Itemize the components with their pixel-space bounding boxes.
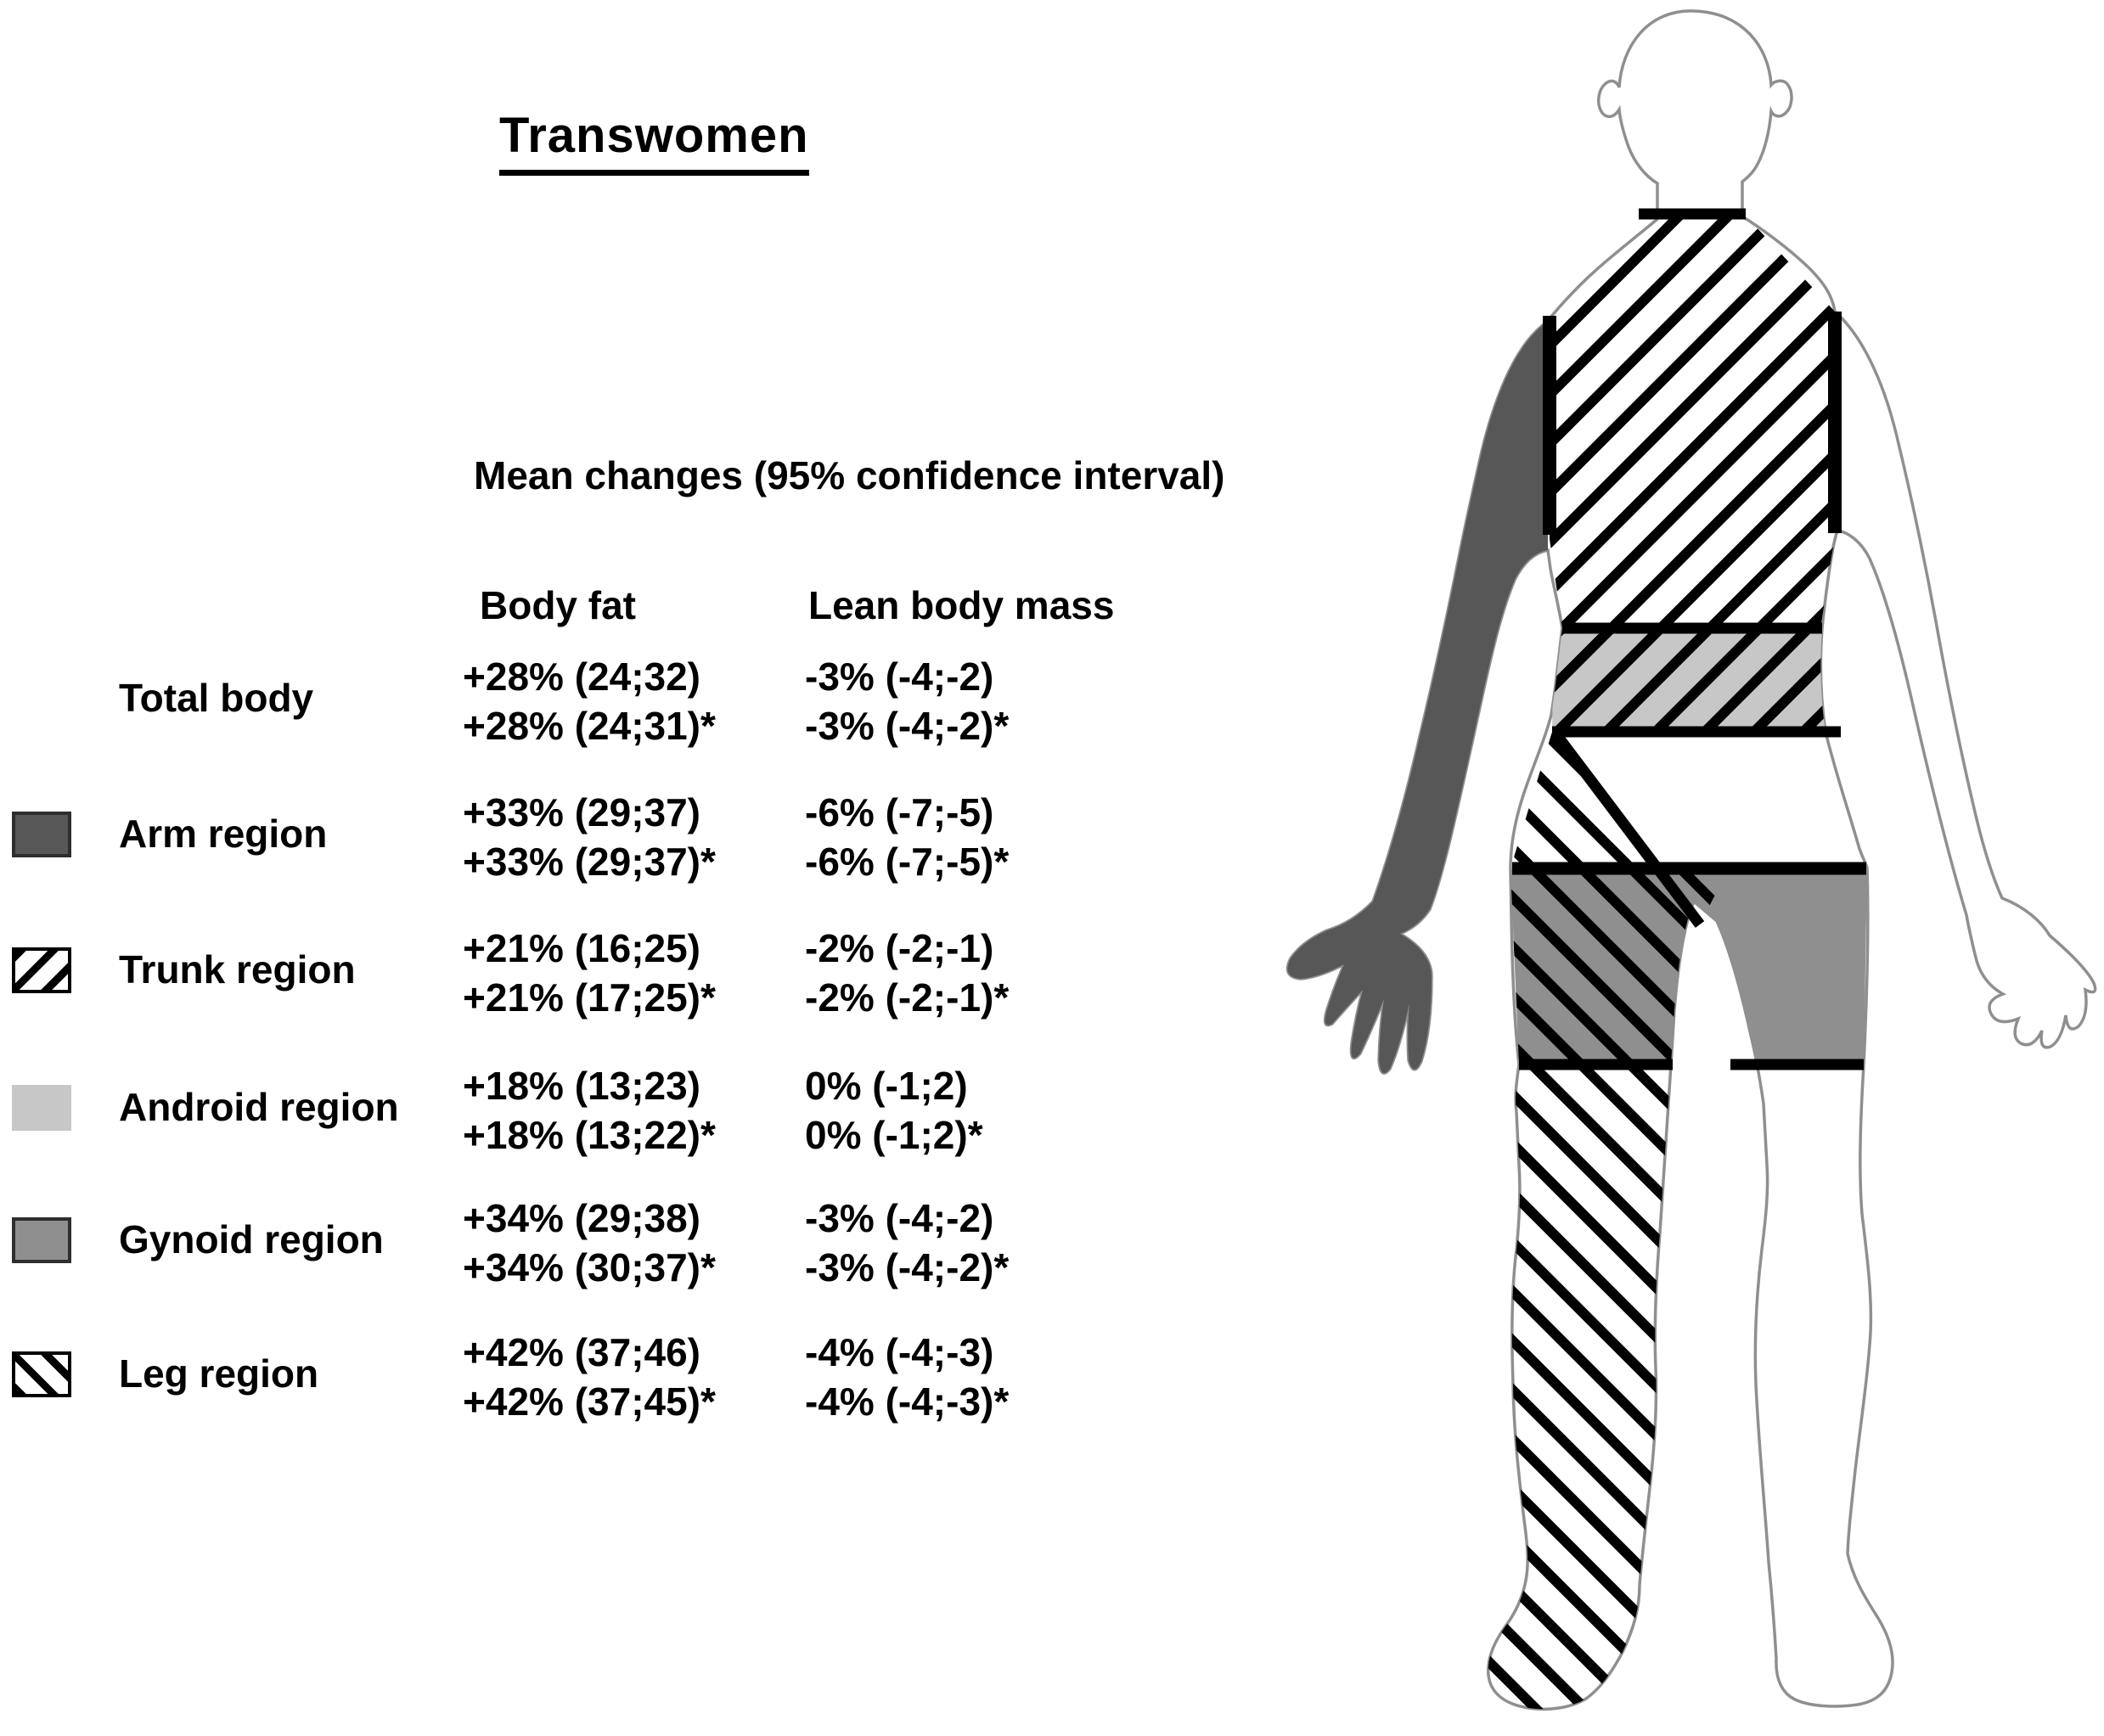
value-line: +33% (29;37)*	[463, 840, 716, 884]
value-line: +21% (17;25)*	[463, 975, 716, 1020]
table-row: Leg region +42% (37;46) +42% (37;45)* -4…	[0, 1328, 1248, 1431]
body-fat-values: +18% (13;23) +18% (13;22)*	[463, 1061, 716, 1160]
value-line: -4% (-4;-3)*	[805, 1379, 1010, 1424]
body-fat-values: +28% (24;32) +28% (24;31)*	[463, 652, 716, 750]
value-line: +33% (29;37)	[463, 790, 700, 834]
row-label-android-region: Android region	[119, 1085, 399, 1129]
value-line: +28% (24;32)	[463, 655, 700, 699]
row-label-total-body: Total body	[119, 676, 314, 720]
table-row: Android region +18% (13;23) +18% (13;22)…	[0, 1061, 1248, 1165]
lean-body-mass-values: 0% (-1;2) 0% (-1;2)*	[805, 1061, 983, 1160]
lean-body-mass-values: -6% (-7;-5) -6% (-7;-5)*	[805, 788, 1009, 886]
figure-title: Transwomen	[499, 107, 809, 176]
row-label-trunk-region: Trunk region	[119, 947, 356, 992]
value-line: 0% (-1;2)*	[805, 1113, 983, 1157]
hip-left-hatch	[1510, 732, 1657, 868]
android-region-hatch	[1552, 628, 1839, 732]
legend-swatch-arm-region	[12, 812, 71, 857]
table-row: Gynoid region +34% (29;38) +34% (30;37)*…	[0, 1194, 1248, 1297]
value-line: +34% (30;37)*	[463, 1245, 716, 1289]
hip-diagonal-line	[1550, 730, 1705, 928]
column-header-body-fat: Body fat	[480, 583, 636, 627]
gynoid-region-left-hatch	[1510, 868, 1729, 1065]
legend-swatch-android-region	[12, 1085, 71, 1131]
value-line: +42% (37;45)*	[463, 1379, 716, 1424]
value-line: -2% (-2;-1)	[805, 926, 994, 970]
legend-swatch-gynoid-region	[12, 1217, 71, 1263]
arm-region-fill	[1287, 321, 1548, 1074]
value-line: -3% (-4;-2)	[805, 1196, 994, 1240]
legend-swatch-trunk-region	[12, 947, 71, 993]
table-row: Total body +28% (24;32) +28% (24;31)* -3…	[0, 652, 1248, 756]
value-line: +28% (24;31)*	[463, 704, 716, 748]
value-line: -3% (-4;-2)	[805, 655, 994, 699]
row-label-arm-region: Arm region	[119, 812, 328, 856]
table-caption: Mean changes (95% confidence interval)	[474, 453, 1225, 497]
row-label-gynoid-region: Gynoid region	[119, 1217, 384, 1261]
value-line: +42% (37;46)	[463, 1330, 700, 1374]
value-line: +18% (13;23)	[463, 1064, 700, 1108]
value-line: -3% (-4;-2)*	[805, 704, 1010, 748]
value-line: +18% (13;22)*	[463, 1113, 716, 1157]
value-line: +34% (29;38)	[463, 1196, 700, 1240]
value-line: -3% (-4;-2)*	[805, 1245, 1010, 1289]
lean-body-mass-values: -3% (-4;-2) -3% (-4;-2)*	[805, 1194, 1009, 1292]
figure-title-text: Transwomen	[499, 107, 809, 176]
legend-swatch-leg-region	[12, 1351, 71, 1397]
body-fat-values: +21% (16;25) +21% (17;25)*	[463, 924, 716, 1022]
value-line: -2% (-2;-1)*	[805, 975, 1010, 1020]
lean-body-mass-values: -3% (-4;-2) -3% (-4;-2)*	[805, 652, 1009, 750]
region-boundary-lines	[1512, 208, 1866, 1070]
lean-body-mass-values: -2% (-2;-1) -2% (-2;-1)*	[805, 924, 1009, 1022]
body-diagram	[1255, 0, 2104, 1732]
body-fat-values: +33% (29;37) +33% (29;37)*	[463, 788, 716, 886]
value-line: -6% (-7;-5)*	[805, 840, 1010, 884]
body-fat-values: +42% (37;46) +42% (37;45)*	[463, 1328, 716, 1426]
body-silhouette-svg	[1285, 9, 2097, 1711]
table-row: Arm region +33% (29;37) +33% (29;37)* -6…	[0, 788, 1248, 891]
value-line: +21% (16;25)	[463, 926, 700, 970]
value-line: -4% (-4;-3)	[805, 1330, 994, 1374]
lean-body-mass-values: -4% (-4;-3) -4% (-4;-3)*	[805, 1328, 1009, 1426]
value-line: 0% (-1;2)	[805, 1064, 968, 1108]
table-row: Trunk region +21% (16;25) +21% (17;25)* …	[0, 924, 1248, 1027]
row-label-leg-region: Leg region	[119, 1351, 319, 1396]
body-fat-values: +34% (29;38) +34% (30;37)*	[463, 1194, 716, 1292]
column-header-lean-body-mass: Lean body mass	[808, 583, 1115, 627]
trunk-region-hatch	[1550, 214, 1835, 628]
value-line: -6% (-7;-5)	[805, 790, 994, 834]
